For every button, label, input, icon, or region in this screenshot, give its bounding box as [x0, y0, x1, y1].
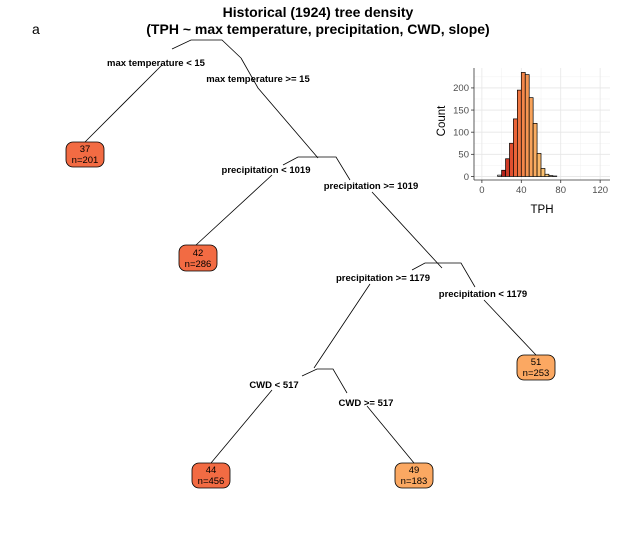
figure-title-line-1: Historical (1924) tree density [223, 4, 414, 20]
edge-to-leaf-5 [366, 405, 415, 464]
histogram-inset: 0 50 100 150 200 0 40 80 120 TPH Count [436, 68, 610, 216]
leaf-count: n=201 [72, 155, 99, 166]
leaf-value: 37 [80, 144, 91, 155]
histogram-bar [540, 168, 546, 177]
leaf-node: 49 n=183 [394, 462, 434, 489]
axes: 0 50 100 150 200 0 40 80 120 [453, 68, 610, 196]
split-3-left-label: precipitation >= 1179 [336, 273, 430, 284]
figure-title-line-2: (TPH ~ max temperature, precipitation, C… [146, 21, 489, 37]
y-tick-label: 150 [453, 105, 469, 116]
histogram-bar [520, 72, 526, 177]
leaf-box [178, 244, 218, 272]
histogram-bar [548, 175, 554, 177]
panel-label: a [32, 21, 40, 37]
y-tick-label: 200 [453, 83, 469, 94]
split-connector [411, 262, 476, 288]
histogram-bar [544, 173, 550, 177]
split-2-left-label: precipitation < 1019 [222, 165, 311, 176]
x-tick-label: 80 [555, 185, 566, 196]
x-tick-label: 120 [592, 185, 608, 196]
split-2-right-label: precipitation >= 1019 [324, 181, 419, 192]
leaf-box [65, 141, 105, 168]
leaf-value: 42 [193, 248, 204, 259]
histogram-bar [524, 74, 530, 177]
leaf-node: 51 n=253 [516, 354, 556, 381]
y-tick-label: 50 [458, 150, 469, 161]
split-4-right-label: CWD >= 517 [339, 398, 394, 409]
leaf-box [394, 462, 434, 489]
gridlines [474, 68, 610, 180]
y-tick-label: 0 [464, 172, 469, 183]
histogram-bar [517, 89, 522, 177]
split-node-1: max temperature < 15 max temperature >= … [84, 39, 319, 159]
leaf-count: n=253 [523, 368, 550, 379]
split-node-3: precipitation >= 1179 precipitation < 11… [313, 262, 537, 369]
split-node-2: precipitation < 1019 precipitation >= 10… [195, 156, 443, 269]
histogram-bar [505, 158, 510, 177]
leaf-value: 49 [409, 465, 420, 476]
split-connector [301, 368, 348, 394]
edge-to-split-3 [371, 191, 443, 269]
leaf-node: 44 n=456 [191, 462, 231, 489]
leaf-box [191, 462, 231, 489]
regression-tree: max temperature < 15 max temperature >= … [65, 39, 556, 489]
histogram-bar [536, 153, 542, 177]
split-node-4: CWD < 517 CWD >= 517 [210, 368, 415, 464]
split-4-left-label: CWD < 517 [249, 380, 298, 391]
plot-panel [474, 68, 610, 180]
split-connector [171, 39, 242, 59]
leaf-count: n=286 [185, 259, 212, 270]
histogram-bar [528, 97, 534, 177]
split-connector [282, 156, 351, 181]
leaf-count: n=456 [198, 476, 225, 487]
edge-to-leaf-3 [483, 299, 537, 356]
histogram-bar [509, 142, 514, 177]
leaf-value: 44 [206, 465, 217, 476]
y-axis-title: Count [436, 105, 448, 136]
leaf-box [516, 354, 556, 381]
histogram-bar [513, 118, 518, 177]
split-1-right-label: max temperature >= 15 [206, 74, 310, 85]
x-tick-label: 40 [516, 185, 527, 196]
edge-to-leaf-1 [84, 64, 163, 143]
edge-to-leaf-2 [195, 174, 273, 246]
histogram-bar [532, 122, 538, 177]
edge-to-leaf-4 [210, 389, 273, 464]
leaf-value: 51 [531, 357, 542, 368]
split-1-left-label: max temperature < 15 [107, 58, 206, 69]
y-tick-label: 100 [453, 127, 469, 138]
edge-to-split-4 [313, 283, 371, 369]
x-tick-label: 0 [479, 185, 484, 196]
split-3-right-label: precipitation < 1179 [439, 289, 527, 300]
histogram-bar [501, 169, 506, 177]
edge-to-split-2 [240, 57, 319, 159]
leaf-count: n=183 [401, 476, 428, 487]
leaf-node: 37 n=201 [65, 141, 105, 168]
x-axis-title: TPH [531, 204, 554, 216]
histogram-bars [497, 72, 558, 177]
leaf-node: 42 n=286 [178, 244, 218, 272]
